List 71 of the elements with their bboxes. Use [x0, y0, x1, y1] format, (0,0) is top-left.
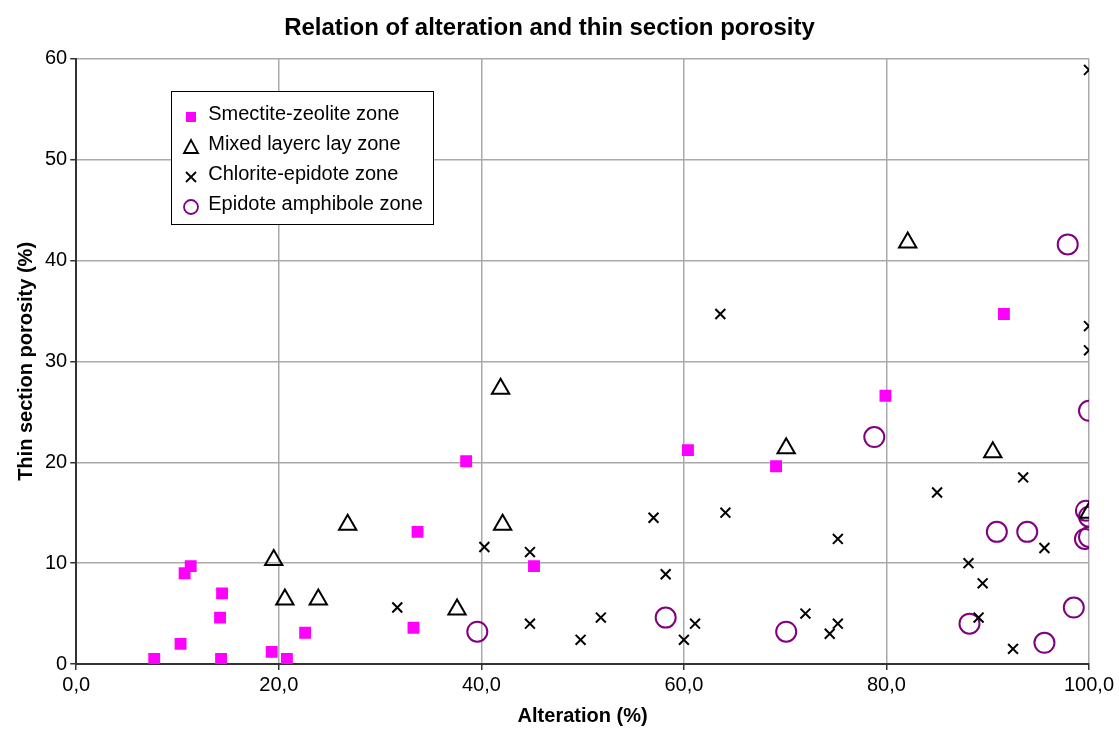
point [1007, 642, 1019, 655]
point [654, 606, 677, 629]
point [799, 607, 812, 620]
point [659, 568, 672, 581]
x-tick-label: 20,0 [259, 672, 299, 695]
point [148, 653, 161, 664]
point [831, 532, 844, 545]
x-tick-label: 60,0 [664, 672, 704, 695]
point [689, 617, 701, 630]
point [775, 620, 798, 643]
point [976, 577, 989, 590]
point [770, 460, 783, 473]
point [299, 626, 312, 639]
point [280, 653, 293, 664]
point [823, 627, 836, 640]
x-axis-title: Alteration (%) [517, 703, 648, 726]
point [714, 308, 727, 320]
x-tick-label: 100,0 [1063, 672, 1115, 695]
point [682, 444, 694, 457]
y-tick-label: 50 [45, 147, 68, 170]
point [985, 520, 1008, 543]
y-tick-label: 40 [45, 248, 68, 271]
legend-label: Smectite-zeolite zone [208, 100, 400, 126]
point [972, 611, 985, 624]
legend-label: Epidote amphibole zone [208, 190, 423, 216]
point [1017, 471, 1030, 484]
point [719, 506, 732, 519]
y-axis-title: Thin section porosity (%) [13, 241, 36, 481]
point [677, 633, 690, 646]
point [214, 611, 227, 624]
point [460, 455, 473, 468]
point [264, 549, 284, 567]
point [958, 612, 981, 635]
point [174, 637, 187, 650]
chart-title: Relation of alteration and thin section porosity [284, 13, 816, 41]
point [831, 617, 844, 630]
point [863, 426, 886, 449]
point [528, 560, 540, 573]
point [265, 645, 278, 658]
y-tick-label: 60 [45, 46, 68, 69]
x-tick-label: 0,0 [62, 672, 91, 695]
point [879, 389, 892, 402]
point [1062, 596, 1085, 619]
point [997, 308, 1010, 320]
point [962, 557, 975, 570]
y-tick-label: 20 [45, 449, 68, 472]
point [184, 560, 197, 573]
legend-label: Chlorite-epidote zone [208, 160, 399, 186]
point [647, 511, 660, 524]
point [931, 486, 944, 499]
point [411, 525, 424, 538]
y-tick-label: 0 [56, 651, 68, 674]
point [524, 546, 536, 558]
point [215, 653, 228, 664]
point [407, 621, 420, 634]
point [1056, 233, 1079, 256]
point [574, 633, 587, 646]
x-tick-label: 40,0 [461, 672, 501, 695]
point [1016, 520, 1039, 543]
y-tick-label: 30 [45, 348, 68, 371]
point [216, 587, 229, 600]
y-tick-label: 10 [45, 550, 68, 573]
point [478, 541, 491, 553]
point [594, 611, 607, 624]
legend-label: Mixed layerc lay zone [208, 130, 401, 156]
x-tick-label: 80,0 [866, 672, 906, 695]
point [391, 601, 404, 614]
point [466, 620, 489, 643]
point [1038, 542, 1051, 554]
point [1033, 631, 1056, 654]
point [524, 617, 536, 630]
